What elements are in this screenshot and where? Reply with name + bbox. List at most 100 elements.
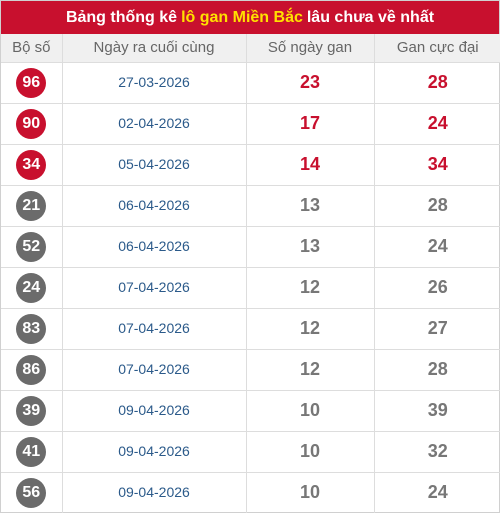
number-cell: 52: [1, 226, 63, 268]
max-gan-cell: 24: [374, 226, 500, 268]
number-cell: 83: [1, 308, 63, 350]
lo-gan-table: Bộ số Ngày ra cuối cùng Số ngày gan Gan …: [1, 34, 500, 513]
max-gan-value: 27: [427, 318, 448, 338]
number-ball: 21: [16, 190, 47, 221]
table-row: 86 07-04-2026 12 28: [1, 349, 500, 391]
table-row: 83 07-04-2026 12 27: [1, 308, 500, 350]
last-date-value: 07-04-2026: [118, 278, 190, 295]
number-ball: 34: [16, 149, 47, 180]
days-gan-value: 13: [299, 195, 321, 215]
table-row: 34 05-04-2026 14 34: [1, 144, 500, 186]
last-date-value: 09-04-2026: [118, 483, 190, 500]
max-gan-cell: 27: [374, 308, 500, 350]
days-gan-value: 17: [299, 113, 321, 133]
number-ball: 90: [16, 108, 47, 139]
days-gan-cell: 12: [246, 308, 375, 350]
last-date-value: 06-04-2026: [118, 196, 190, 213]
last-date-cell: 06-04-2026: [62, 226, 247, 268]
number-cell: 41: [1, 431, 63, 473]
max-gan-value: 28: [427, 72, 448, 92]
max-gan-value: 34: [427, 154, 448, 174]
number-ball: 56: [16, 477, 47, 508]
days-gan-value: 13: [299, 236, 321, 256]
last-date-value: 27-03-2026: [118, 73, 190, 90]
last-date-value: 07-04-2026: [118, 360, 190, 377]
last-date-cell: 07-04-2026: [62, 267, 247, 309]
last-date-cell: 06-04-2026: [62, 185, 247, 227]
days-gan-cell: 10: [246, 390, 375, 432]
max-gan-value: 24: [427, 236, 448, 256]
max-gan-cell: 32: [374, 431, 500, 473]
title-suffix: lâu chưa về nhất: [306, 8, 435, 26]
table-row: 96 27-03-2026 23 28: [1, 62, 500, 104]
days-gan-cell: 10: [246, 431, 375, 473]
last-date-value: 05-04-2026: [118, 155, 190, 172]
table-row: 52 06-04-2026 13 24: [1, 226, 500, 268]
days-gan-cell: 14: [246, 144, 375, 186]
header-number: Bộ số: [1, 34, 63, 63]
max-gan-value: 24: [427, 113, 448, 133]
days-gan-value: 12: [299, 318, 321, 338]
title-highlight: lô gan Miền Bắc: [181, 8, 303, 26]
number-cell: 24: [1, 267, 63, 309]
number-cell: 56: [1, 472, 63, 513]
max-gan-value: 24: [427, 482, 448, 503]
table-title: Bảng thống kê lô gan Miền Bắc lâu chưa v…: [1, 1, 499, 34]
number-ball: 86: [16, 354, 47, 385]
days-gan-cell: 12: [246, 267, 375, 309]
number-cell: 39: [1, 390, 63, 432]
number-cell: 34: [1, 144, 63, 186]
table-row: 21 06-04-2026 13 28: [1, 185, 500, 227]
days-gan-value: 10: [299, 482, 321, 503]
days-gan-value: 14: [299, 154, 321, 174]
days-gan-cell: 17: [246, 103, 375, 145]
header-last-date: Ngày ra cuối cùng: [62, 34, 247, 63]
days-gan-cell: 13: [246, 226, 375, 268]
last-date-cell: 05-04-2026: [62, 144, 247, 186]
max-gan-value: 32: [427, 441, 448, 461]
number-cell: 90: [1, 103, 63, 145]
last-date-cell: 07-04-2026: [62, 349, 247, 391]
max-gan-value: 28: [427, 195, 448, 215]
table-row: 41 09-04-2026 10 32: [1, 431, 500, 473]
max-gan-cell: 28: [374, 185, 500, 227]
days-gan-value: 23: [299, 72, 321, 92]
max-gan-cell: 39: [374, 390, 500, 432]
number-cell: 96: [1, 62, 63, 104]
table-row: 24 07-04-2026 12 26: [1, 267, 500, 309]
last-date-value: 07-04-2026: [118, 319, 190, 336]
number-ball: 83: [16, 313, 47, 344]
last-date-cell: 27-03-2026: [62, 62, 247, 104]
last-date-value: 09-04-2026: [118, 401, 190, 418]
days-gan-cell: 23: [246, 62, 375, 104]
number-ball: 96: [16, 67, 47, 98]
table-row: 56 09-04-2026 10 24: [1, 472, 500, 513]
table-row: 90 02-04-2026 17 24: [1, 103, 500, 145]
days-gan-cell: 13: [246, 185, 375, 227]
last-date-cell: 07-04-2026: [62, 308, 247, 350]
number-ball: 52: [16, 231, 47, 262]
max-gan-cell: 28: [374, 62, 500, 104]
days-gan-value: 12: [299, 277, 321, 297]
days-gan-value: 10: [299, 400, 321, 420]
number-cell: 86: [1, 349, 63, 391]
table-row: 39 09-04-2026 10 39: [1, 390, 500, 432]
days-gan-cell: 12: [246, 349, 375, 391]
title-prefix: Bảng thống kê: [65, 8, 178, 26]
last-date-cell: 02-04-2026: [62, 103, 247, 145]
header-max-gan: Gan cực đại: [374, 34, 500, 63]
max-gan-value: 26: [427, 277, 448, 297]
max-gan-value: 39: [427, 400, 448, 420]
number-ball: 41: [16, 436, 47, 467]
max-gan-cell: 28: [374, 349, 500, 391]
number-ball: 24: [16, 272, 47, 303]
days-gan-value: 12: [299, 359, 321, 379]
number-cell: 21: [1, 185, 63, 227]
max-gan-cell: 24: [374, 472, 500, 513]
max-gan-cell: 26: [374, 267, 500, 309]
last-date-cell: 09-04-2026: [62, 472, 247, 513]
number-ball: 39: [16, 395, 47, 426]
last-date-value: 02-04-2026: [118, 114, 190, 131]
table-header-row: Bộ số Ngày ra cuối cùng Số ngày gan Gan …: [1, 34, 500, 63]
